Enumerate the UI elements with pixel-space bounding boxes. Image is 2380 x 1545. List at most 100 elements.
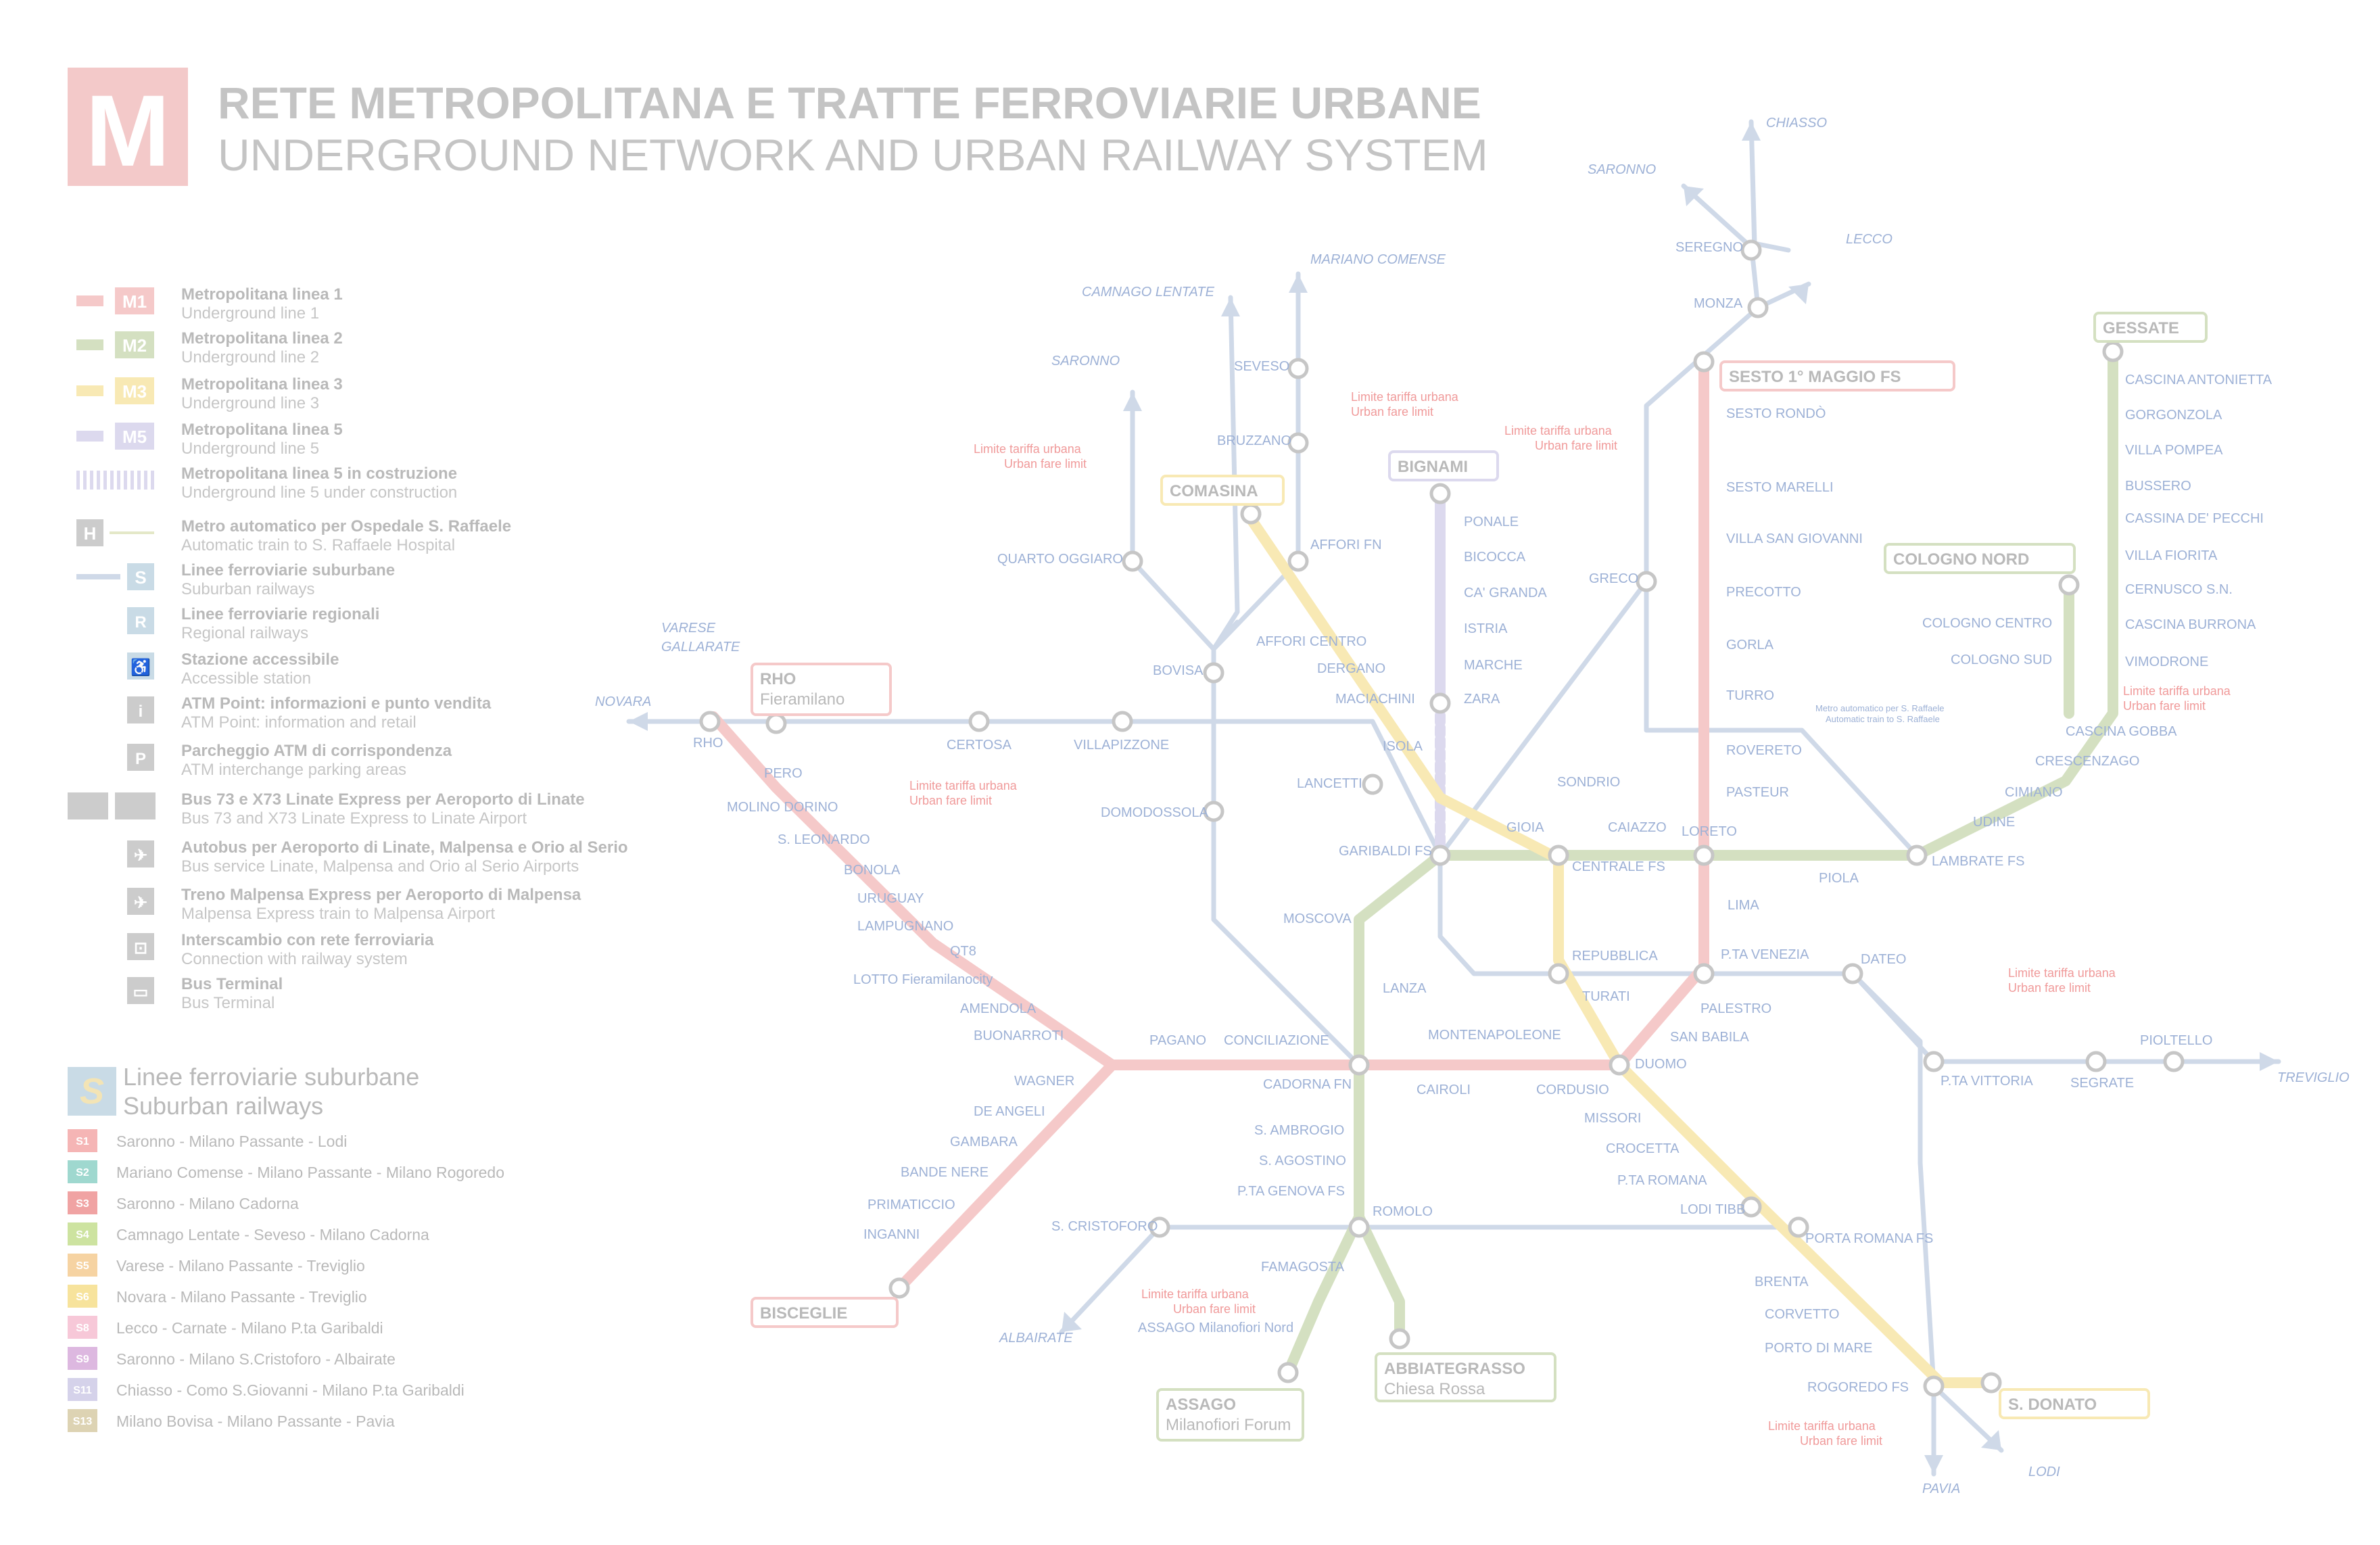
station-label: CRESCENZAGO [2035,754,2139,769]
station-marker [1923,1375,1945,1397]
suburban-line-badge [68,1129,97,1152]
station-label: VILLA SAN GIOVANNI [1726,531,1863,546]
station-label: DE ANGELI [974,1104,1045,1119]
legend-item-label: Metropolitana linea 3 [181,375,343,394]
legend-construction-dash [130,471,134,490]
legend-construction-dash [83,471,87,490]
terminal-name: ABBIATEGRASSO [1384,1360,1525,1378]
legend-item-sublabel: ATM interchange parking areas [181,761,406,779]
station-label: CIMIANO [2005,785,2063,800]
station-label: PIOLA [1819,871,1859,886]
station-label: Urban fare limit [909,794,992,807]
legend-construction-dash [110,471,114,490]
station-label: LIMA [1728,898,1759,913]
station-label: PALESTRO [1700,1001,1771,1016]
station-label: ISOLA [1383,739,1423,754]
line-m2 [1283,1212,1364,1378]
station-marker [1693,963,1715,984]
station-label: INGANNI [863,1227,920,1242]
terminal-box [1375,1352,1556,1402]
station-label: PONALE [1464,515,1519,529]
rail-line [1211,295,1240,652]
legend-item-sublabel: Underground line 1 [181,304,319,323]
acc-icon-glyph: ♿ [130,658,151,677]
station-label: REPUBBLICA [1572,949,1658,964]
station-label: MARCHE [1464,658,1523,673]
station-label: PERO [764,766,803,781]
station-marker [1149,1216,1170,1238]
legend-line-badge [115,423,154,450]
suburban-line-badge [68,1347,97,1370]
legend-construction-dash [103,471,107,490]
station-marker [1980,1372,2002,1394]
station-label: CAIAZZO [1608,820,1667,835]
legend-item-label: Linee ferroviarie regionali [181,605,379,623]
station-label: ROVERETO [1726,743,1802,758]
terminal-box [751,663,892,716]
terminal-box [2093,312,2208,343]
station-label: ROGOREDO FS [1807,1380,1909,1395]
station-marker [2163,1051,2185,1072]
station-label: CENTRALE FS [1572,859,1665,874]
suburban-line-badge [68,1285,97,1308]
legend-item-sublabel: Bus 73 and X73 Linate Express to Linate … [181,809,527,828]
station-label: ZARA [1464,692,1500,707]
station-marker [1740,1196,1762,1218]
station-marker [1429,692,1451,714]
legend-construction-dash [90,471,93,490]
legend-item-sublabel: Underground line 5 [181,439,319,458]
r-icon [127,607,154,634]
rail-arrow [1788,284,1809,304]
legend-item-label: Metro automatico per Ospedale S. Raffael… [181,517,511,536]
busterm-icon [127,977,154,1004]
station-label: Urban fare limit [1800,1434,1882,1448]
station-marker [2085,1051,2107,1072]
suburban-line-code: S3 [76,1198,89,1210]
legend-item-sublabel: Underground line 5 under construction [181,483,457,502]
station-label: Urban fare limit [1004,457,1087,471]
logo-letter: M [86,74,170,187]
station-label: P.TA ROMANA [1617,1173,1707,1188]
station-label: CORDUSIO [1536,1083,1609,1097]
legend-item-sublabel: ATM Point: information and retail [181,713,416,732]
terminal-boxes: RHO Fieramilano BISCEGLIE SESTO 1° MAGGIO F… [751,312,2208,1442]
rail-arrow [1742,122,1761,141]
station-label: PIOLTELLO [2140,1033,2212,1048]
station-marker [2058,574,2080,596]
station-label: SARONNO [1051,354,1120,369]
suburban-logo-letter: S [80,1071,104,1112]
rail-line [1130,271,1301,652]
station-marker [1240,503,1262,525]
station-label: RHO [693,736,723,751]
station-label: MACIACHINI [1335,692,1415,707]
station-label: TREVIGLIO [2277,1070,2350,1085]
station-label: FAMAGOSTA [1261,1260,1345,1275]
station-label: COLOGNO CENTRO [1922,616,2052,631]
terminal-name: S. DONATO [2008,1396,2097,1414]
station-label: GRECO [1589,571,1638,586]
legend-badge-text: M1 [122,291,147,312]
suburban-line-badge [68,1160,97,1183]
legend-item-label: Stazione accessibile [181,650,339,669]
station-label: PASTEUR [1726,785,1789,800]
terminal-name: RHO [760,670,796,688]
suburban-line-route: Saronno - Milano Cadorna [116,1195,299,1212]
legend-badge-text: M5 [122,427,147,447]
station-label: QT8 [950,944,976,959]
station-label: MARIANO COMENSE [1310,252,1446,267]
station-label: S. AGOSTINO [1259,1154,1346,1168]
legend-line-badge [115,377,154,404]
station-labels: VARESE GALLARATE NOVARA RHO CERTOSA VILLAPIZZ… [595,116,2350,1496]
legend-construction-dash [76,471,80,490]
station-label: CAMNAGO LENTATE [1082,285,1215,300]
station-label: LORETO [1682,824,1737,839]
station-label: Limite tariffa urbana [974,442,1082,456]
station-marker [1287,550,1309,572]
station-label: Metro automatico per S. Raffaele [1815,703,1945,713]
legend-item-sublabel: Underground line 3 [181,394,319,412]
suburban-line-badge [68,1222,97,1245]
terminal-box [1156,1388,1304,1442]
station-marker [1287,432,1309,454]
station-label: DATEO [1861,952,1906,967]
legend-construction-dash [117,471,120,490]
